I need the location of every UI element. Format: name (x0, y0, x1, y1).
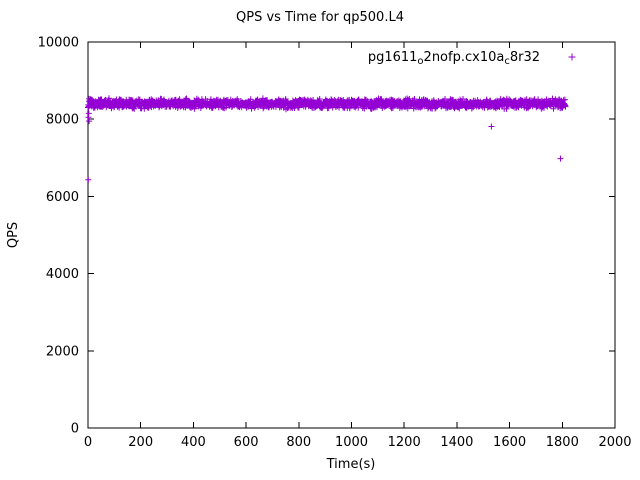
y-tick-label: 8000 (46, 113, 79, 128)
x-tick-label: 1600 (493, 435, 526, 450)
y-tick-label: 2000 (46, 344, 79, 359)
y-tick-label: 10000 (38, 36, 79, 51)
x-tick-label: 1200 (388, 435, 421, 450)
x-tick-label: 0 (84, 435, 92, 450)
x-tick-label: 1000 (335, 435, 368, 450)
legend-label: pg1611o2nofp.cx10ac8r32 (368, 50, 540, 67)
y-tick-label: 6000 (46, 190, 79, 205)
axes: 0 200 400 600 800 1000 1200 1400 1600 1800 2000 0 20… (38, 36, 632, 451)
y-tick-label: 4000 (46, 267, 79, 282)
x-tick-label: 2000 (598, 435, 631, 450)
tick-marks (87, 41, 616, 429)
scatter-points (85, 95, 569, 183)
x-tick-label: 800 (286, 435, 311, 450)
x-tick-label: 1800 (546, 435, 579, 450)
chart-title: QPS vs Time for qp500.L4 (236, 10, 404, 25)
x-axis-label: Time(s) (326, 457, 376, 472)
x-tick-label: 400 (181, 435, 206, 450)
y-axis-label: QPS (6, 222, 21, 248)
x-tick-label: 1400 (440, 435, 473, 450)
legend: pg1611o2nofp.cx10ac8r32 (368, 50, 576, 67)
y-tick-label: 0 (71, 422, 79, 437)
x-tick-label: 200 (128, 435, 153, 450)
x-tick-label: 600 (234, 435, 259, 450)
data-points (85, 95, 569, 183)
legend-marker-plus-icon (568, 53, 576, 61)
